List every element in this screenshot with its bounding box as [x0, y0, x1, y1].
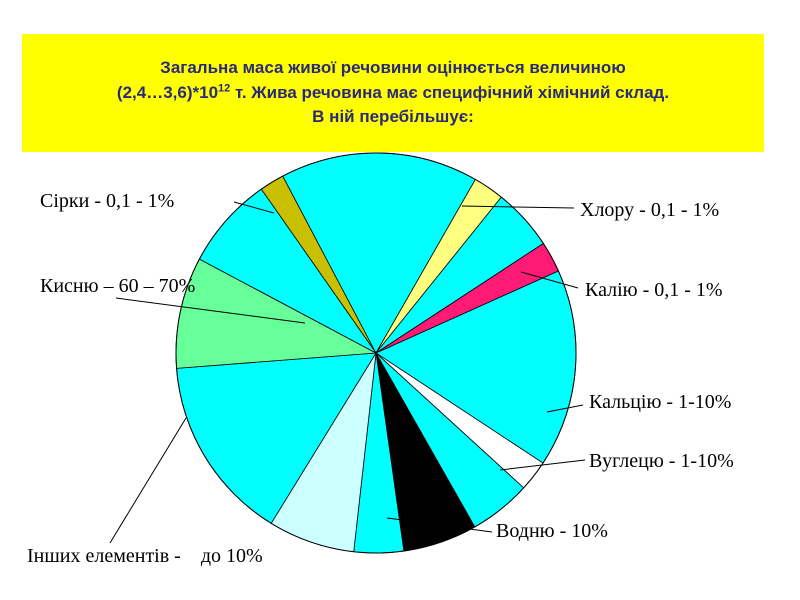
label-chlorine: Хлору - 0,1 - 1%	[580, 199, 719, 221]
leader-hydrogen	[386, 517, 493, 533]
title-banner: Загальна маса живої речовини оцінюється …	[22, 34, 764, 152]
title-line-3: В ній перебільшує:	[312, 107, 474, 127]
label-others: Інших елементів - до 10%	[27, 545, 263, 567]
leader-chlorine	[461, 205, 575, 209]
label-oxygen: Кисню – 60 – 70%	[40, 275, 195, 297]
title-exponent: 12	[218, 82, 231, 95]
leader-sulfur	[233, 201, 275, 214]
leader-lines	[109, 201, 586, 544]
leader-potassium	[520, 271, 579, 289]
label-hydrogen: Водню - 10%	[496, 520, 608, 542]
title-line-1: Загальна маса живої речовини оцінюється …	[160, 58, 626, 78]
leader-calcium	[546, 404, 584, 413]
label-sulfur: Сірки - 0,1 - 1%	[40, 190, 174, 212]
leader-oxygen	[115, 297, 306, 324]
label-potassium: Калію - 0,1 - 1%	[585, 279, 723, 301]
label-carbon: Вуглецю - 1-10%	[589, 450, 734, 472]
label-calcium: Кальцію - 1-10%	[589, 391, 731, 413]
slice-labels: Сірки - 0,1 - 1% Кисню – 60 – 70% Хлору …	[27, 190, 734, 567]
title-line-2: (2,4…3,6)*1012 т. Жива речовина має спец…	[116, 82, 670, 102]
pie-outline	[175, 152, 577, 554]
leader-carbon	[499, 459, 586, 471]
leader-others	[109, 417, 187, 544]
pie-slices	[175, 152, 577, 554]
